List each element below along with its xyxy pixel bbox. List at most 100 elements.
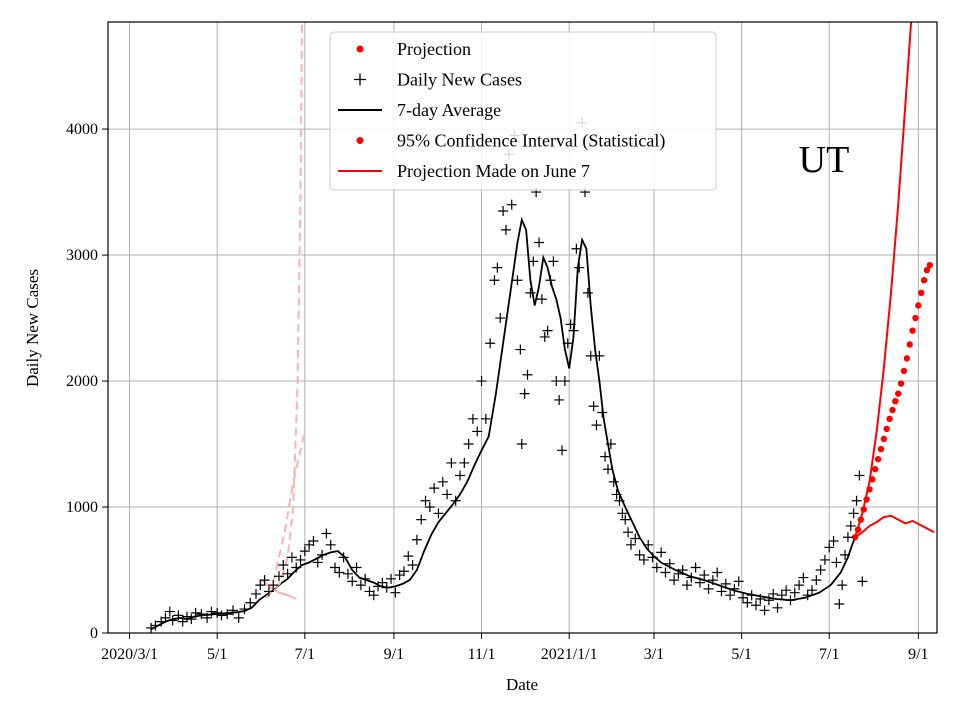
daily-new-cases-point — [268, 580, 279, 591]
daily-new-cases-point — [429, 483, 440, 494]
daily-new-cases-point — [725, 590, 736, 601]
daily-new-cases-point — [591, 420, 602, 431]
daily-new-cases-point — [729, 583, 740, 594]
daily-new-cases-point — [321, 528, 332, 539]
projection-made-on-june-7-line — [854, 22, 913, 538]
daily-new-cases-point — [186, 614, 197, 625]
projection-point — [880, 435, 888, 443]
daily-new-cases-point — [351, 562, 362, 573]
daily-new-cases-point — [360, 573, 371, 584]
daily-new-cases-point — [177, 616, 188, 627]
daily-new-cases-point — [542, 325, 553, 336]
daily-new-cases-point — [146, 622, 157, 633]
daily-new-cases-point — [407, 559, 418, 570]
projection-point — [889, 406, 896, 414]
daily-new-cases-point — [216, 610, 227, 621]
daily-new-cases-point — [605, 439, 616, 450]
daily-new-cases-point — [325, 539, 336, 550]
daily-new-cases-point — [763, 595, 774, 606]
daily-new-cases-point — [623, 527, 634, 538]
daily-new-cases-point — [625, 539, 636, 550]
daily-new-cases-point — [150, 620, 161, 631]
daily-new-cases-point — [308, 536, 319, 547]
daily-new-cases-point — [512, 275, 523, 286]
daily-new-cases-point — [233, 612, 244, 623]
daily-new-cases-point — [568, 325, 579, 336]
daily-new-cases-point — [317, 549, 328, 560]
daily-new-cases-point — [738, 592, 749, 603]
daily-new-cases-point — [282, 568, 293, 579]
daily-new-cases-point — [811, 575, 822, 586]
projection-point — [874, 455, 882, 463]
daily-new-cases-point — [239, 604, 250, 615]
daily-new-cases-point — [845, 520, 856, 531]
daily-new-cases-point — [582, 287, 593, 298]
daily-new-cases-point — [720, 578, 731, 589]
daily-new-cases-point — [446, 457, 457, 468]
daily-new-cases-point — [840, 549, 851, 560]
legend-label: 7-day Average — [397, 100, 501, 120]
daily-new-cases-point — [608, 476, 619, 487]
daily-new-cases-point — [585, 350, 596, 361]
daily-new-cases-point — [182, 611, 193, 622]
daily-new-cases-point — [837, 580, 848, 591]
daily-new-cases-point — [574, 262, 585, 273]
daily-new-cases-point — [463, 439, 474, 450]
daily-new-cases-point — [450, 495, 461, 506]
daily-new-cases-point — [489, 275, 500, 286]
daily-new-cases-point — [500, 224, 511, 235]
projection-point — [915, 302, 922, 309]
daily-new-cases-point — [485, 338, 496, 349]
y-tick-label: 1000 — [66, 499, 98, 516]
daily-new-cases-point — [495, 313, 506, 324]
legend: Projection Daily New Cases 7-day Average 95… — [329, 31, 717, 191]
daily-new-cases-point — [834, 599, 845, 610]
daily-new-cases-point — [190, 607, 201, 618]
daily-new-cases-point — [386, 573, 397, 584]
daily-new-cases-point — [755, 593, 766, 604]
daily-new-cases-point — [291, 562, 302, 573]
projection-point — [900, 367, 908, 375]
daily-new-cases-point — [506, 199, 517, 210]
daily-new-cases-point — [455, 470, 466, 481]
daily-new-cases-point — [420, 495, 431, 506]
daily-new-cases-point — [634, 549, 645, 560]
x-tick-label: 2020/3/1 — [101, 646, 158, 663]
daily-new-cases-point — [842, 532, 853, 543]
projection-point — [872, 466, 879, 473]
daily-new-cases-point — [299, 546, 310, 557]
projection-point — [917, 289, 925, 297]
daily-new-cases-point — [472, 426, 483, 437]
x-tick-label: 2021/1/1 — [541, 646, 598, 663]
daily-new-cases-point — [559, 376, 570, 387]
daily-new-cases-point — [669, 575, 680, 586]
daily-new-cases-point — [516, 439, 527, 450]
daily-new-cases-point — [716, 586, 727, 597]
daily-new-cases-point — [664, 558, 675, 569]
daily-new-cases-point — [600, 451, 611, 462]
daily-new-cases-point — [551, 376, 562, 387]
daily-new-cases-point — [772, 602, 783, 613]
daily-new-cases-point — [742, 597, 753, 608]
daily-new-cases-point — [196, 609, 207, 620]
daily-new-cases-point — [164, 606, 175, 617]
daily-new-cases-point — [539, 331, 550, 342]
daily-new-cases-point — [416, 514, 427, 525]
daily-new-cases-point — [480, 413, 491, 424]
daily-new-cases-point — [651, 562, 662, 573]
daily-new-cases-point — [347, 576, 358, 587]
daily-new-cases-point — [776, 590, 787, 601]
daily-new-cases-point — [802, 590, 813, 601]
projection-made-on-june-7-lower-line — [854, 514, 935, 539]
plot-frame — [107, 21, 938, 634]
legend-label: 95% Confidence Interval (Statistical) — [397, 131, 665, 152]
7-day-average-line — [150, 216, 856, 630]
axis-ticks: 2020/3/1 5/1 7/1 9/1 11/1 2021/1/1 3/1 5/1 7/1 9/… — [66, 121, 929, 663]
projection-point — [897, 380, 905, 387]
projection-point — [877, 445, 885, 453]
daily-new-cases-point — [768, 588, 779, 599]
projection-point — [883, 425, 890, 433]
daily-new-cases-point — [498, 205, 509, 216]
projection-point — [912, 314, 919, 322]
